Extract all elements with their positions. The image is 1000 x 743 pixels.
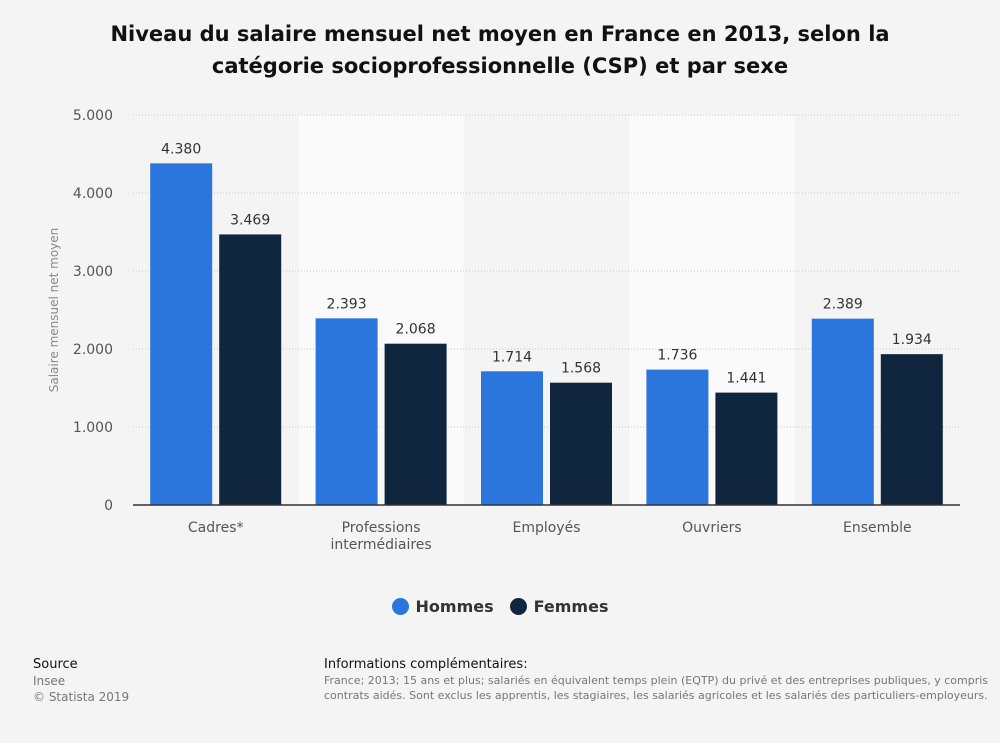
- bar-femmes: [550, 382, 612, 505]
- data-label: 2.389: [823, 297, 863, 313]
- data-label: 1.441: [726, 371, 766, 387]
- y-axis-title: Salaire mensuel net moyen: [47, 228, 61, 393]
- chart-title: Niveau du salaire mensuel net moyen en F…: [40, 18, 960, 82]
- x-tick-label: Employés: [512, 520, 580, 536]
- legend-item-hommes[interactable]: Hommes: [391, 597, 494, 616]
- source-block: Source Insee © Statista 2019: [33, 657, 129, 705]
- x-tick-label: intermédiaires: [330, 537, 431, 553]
- bar-femmes: [715, 392, 778, 505]
- bar-chart: 0 1.000 2.000 3.000 4.000 5.000 Salaire mensue…: [47, 108, 960, 553]
- info-line-1: France; 2013; 15 ans et plus; salariés e…: [324, 674, 989, 687]
- x-tick-label: Cadres*: [188, 520, 244, 536]
- legend-label-hommes: Hommes: [415, 597, 494, 616]
- y-tick-label: 0: [104, 498, 113, 514]
- legend-item-femmes[interactable]: Femmes: [509, 597, 609, 616]
- chart-title-line-2: catégorie socioprofessionnelle (CSP) et …: [211, 54, 789, 78]
- info-line-2: contrats aidés. Sont exclus les apprenti…: [324, 689, 988, 702]
- data-label: 3.469: [230, 212, 270, 228]
- data-label: 1.714: [492, 349, 532, 365]
- source-heading: Source: [33, 657, 78, 672]
- bar-hommes: [646, 369, 709, 505]
- info-block: Informations complémentaires: France; 20…: [324, 657, 1000, 703]
- bar-hommes: [315, 318, 378, 505]
- data-label: 1.568: [561, 361, 601, 377]
- legend: Hommes Femmes: [0, 597, 1000, 616]
- bar-hommes: [481, 371, 543, 505]
- y-tick-label: 1.000: [73, 420, 113, 436]
- source-name[interactable]: Insee: [33, 674, 66, 688]
- legend-dot-femmes: [509, 598, 527, 615]
- x-tick-label: Professions: [342, 520, 421, 536]
- data-label: 1.736: [657, 348, 697, 364]
- x-tick-label: Ensemble: [843, 520, 912, 536]
- bar-hommes: [811, 318, 874, 505]
- bar-femmes: [880, 354, 943, 505]
- bar-femmes: [384, 343, 447, 505]
- bar-femmes: [219, 234, 282, 505]
- y-tick-label: 4.000: [73, 186, 113, 202]
- y-tick-label: 2.000: [73, 342, 113, 358]
- info-heading: Informations complémentaires:: [324, 657, 528, 672]
- legend-label-femmes: Femmes: [533, 597, 609, 616]
- copyright: © Statista 2019: [33, 690, 130, 704]
- chart-title-line-1: Niveau du salaire mensuel net moyen en F…: [110, 22, 890, 46]
- legend-dot-hommes: [391, 598, 409, 615]
- data-label: 1.934: [892, 332, 932, 348]
- y-tick-label: 3.000: [73, 264, 113, 280]
- data-label: 2.068: [396, 322, 436, 338]
- data-label: 2.393: [327, 296, 367, 312]
- bar-hommes: [150, 163, 213, 506]
- x-tick-label: Ouvriers: [682, 520, 742, 536]
- data-label: 4.380: [161, 141, 201, 157]
- y-tick-label: 5.000: [73, 108, 113, 124]
